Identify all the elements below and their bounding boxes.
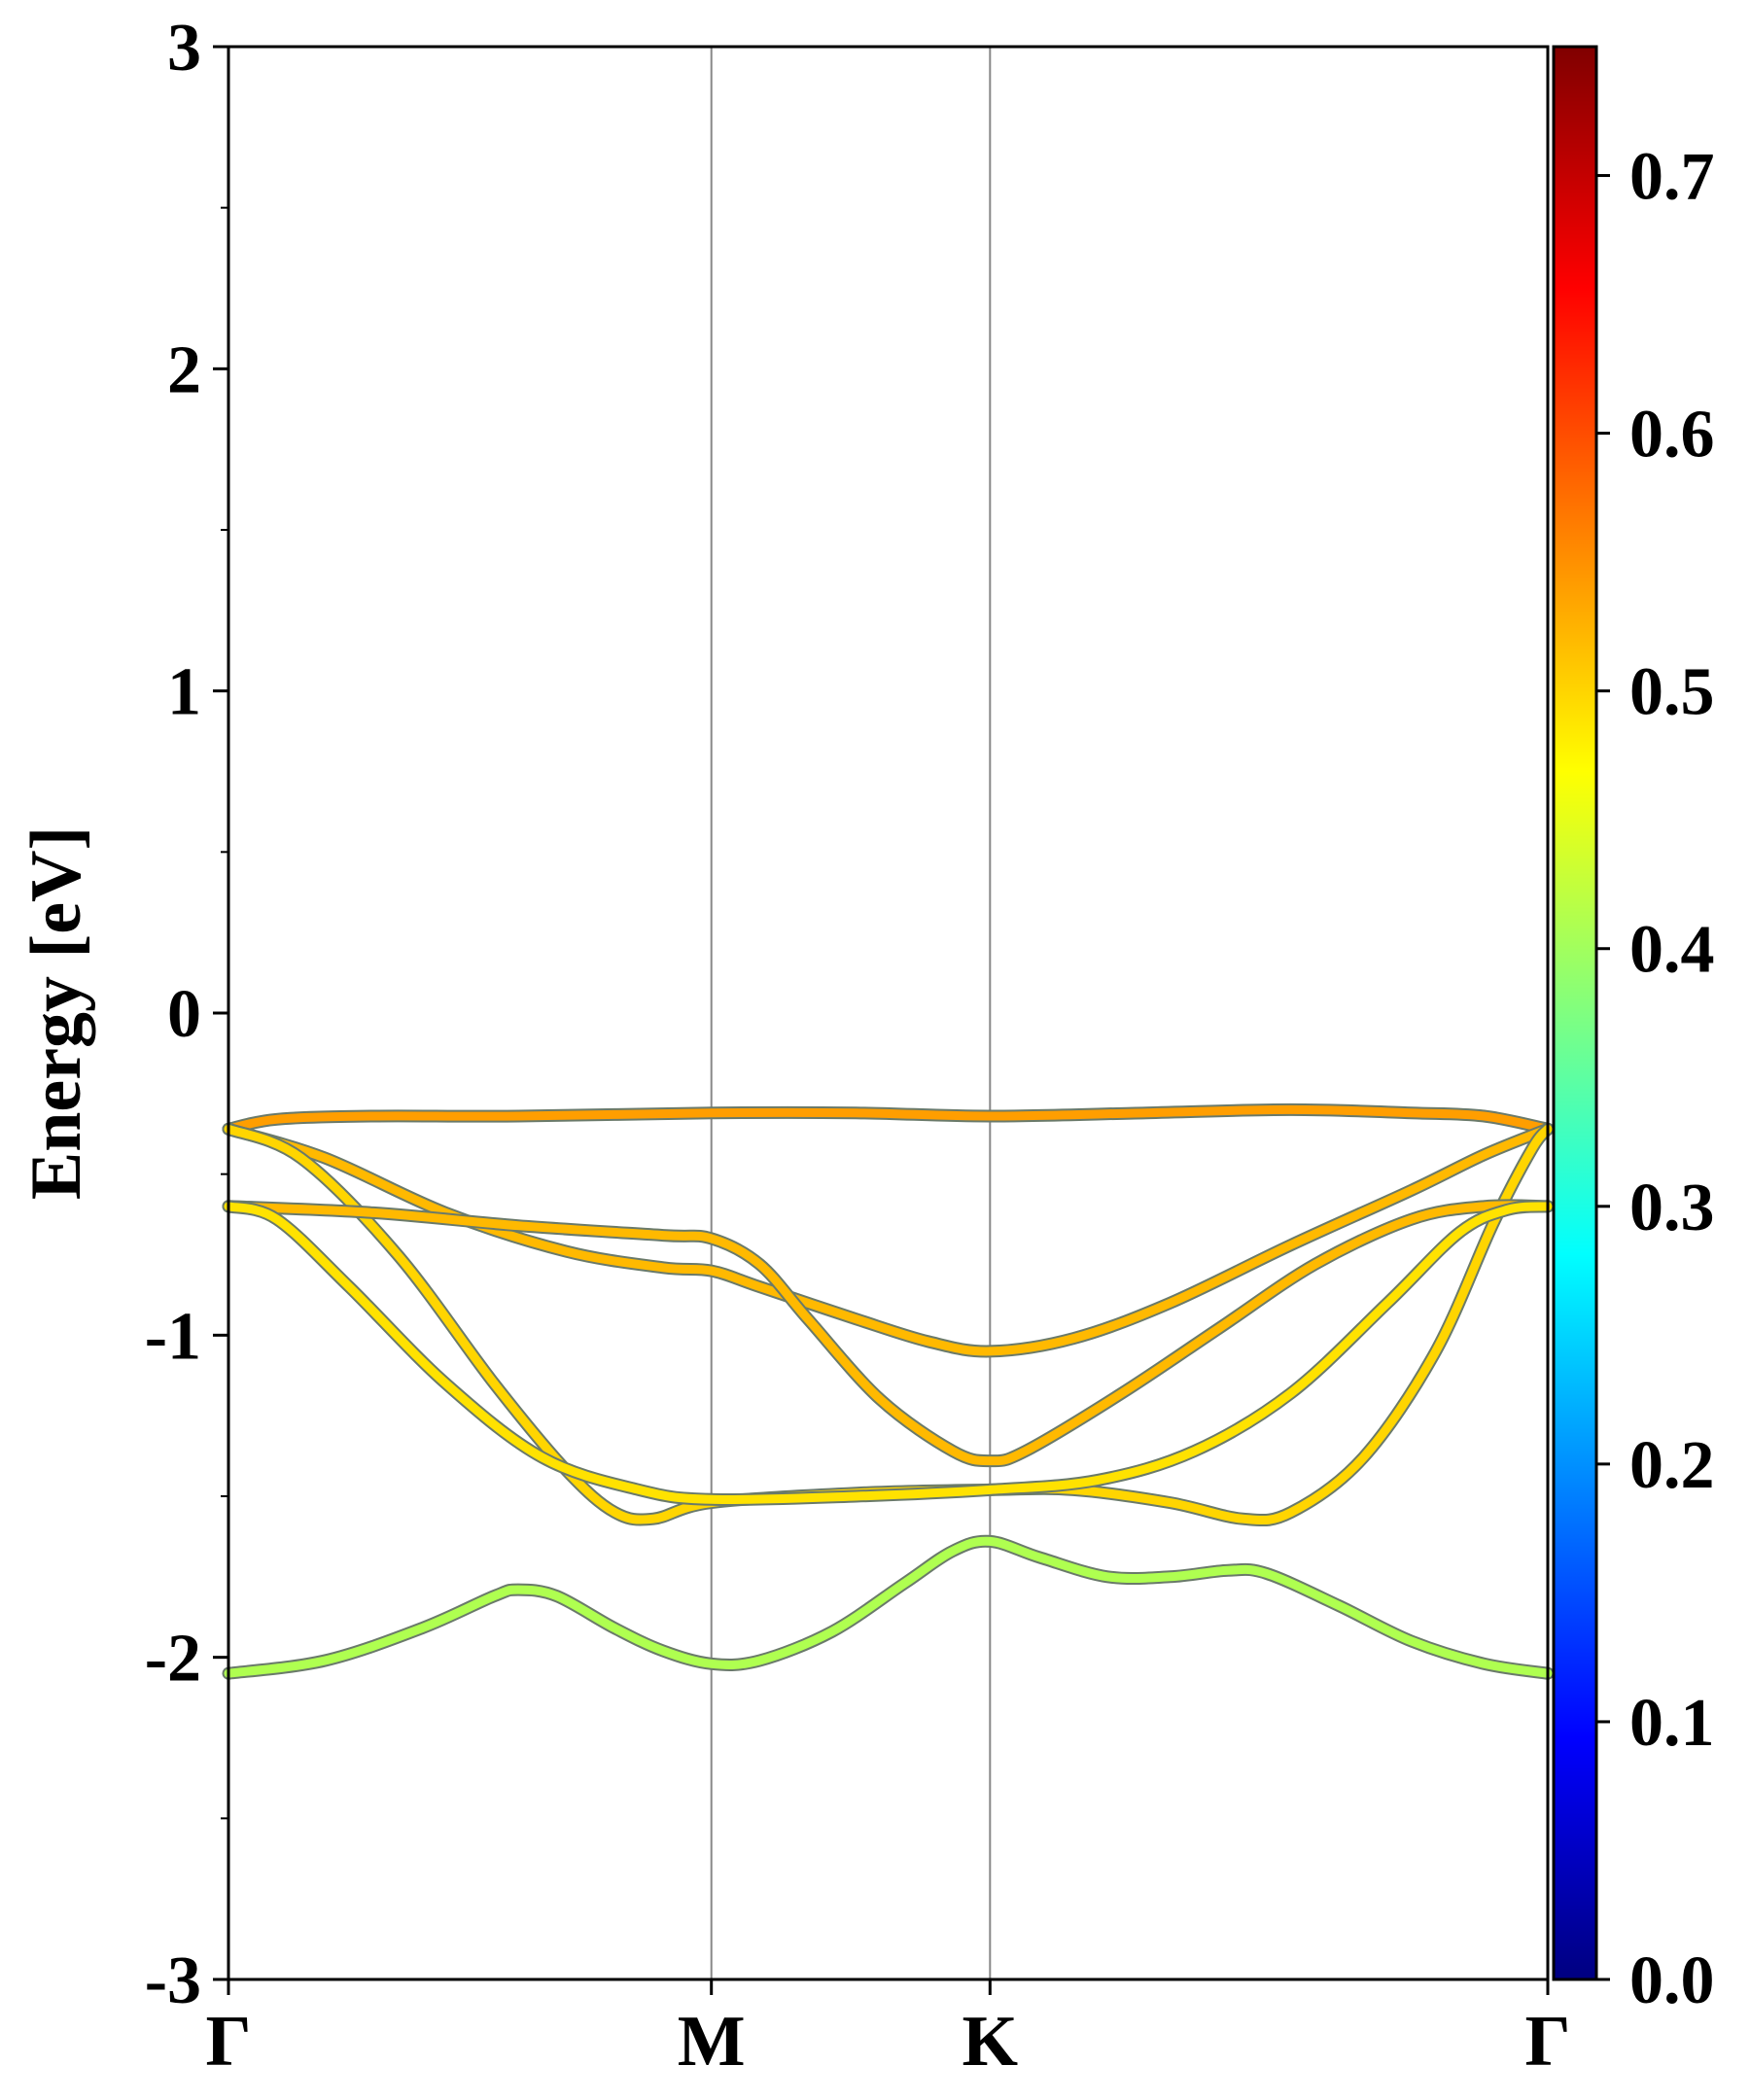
band-line <box>224 1201 1553 1466</box>
plot-frame <box>227 45 1550 1981</box>
colorbar <box>1552 45 1598 1981</box>
x-tick-label: Γ <box>1524 2002 1570 2082</box>
band-line <box>224 1104 1553 1134</box>
colorbar-ticks: 0.0 0.1 0.2 0.3 0.4 0.5 0.6 0.7 <box>1596 140 1715 2018</box>
colorbar-tick-label: 0.1 <box>1629 1686 1715 1761</box>
band-line <box>224 1536 1553 1678</box>
colorbar-tick-label: 0.2 <box>1629 1428 1715 1503</box>
y-axis-ticks: -3 -2 -1 0 1 2 3 <box>145 11 228 2018</box>
y-axis-label: Energy [eV] <box>17 826 96 1200</box>
colorbar-tick-label: 0.4 <box>1629 913 1715 988</box>
y-tick-label: 3 <box>167 11 201 86</box>
y-tick-label: -1 <box>145 1299 201 1374</box>
x-tick-label: M <box>678 2002 746 2082</box>
colorbar-tick-label: 0.3 <box>1629 1171 1715 1245</box>
y-tick-label: -2 <box>145 1622 201 1697</box>
y-tick-label: 0 <box>167 977 201 1052</box>
band-line <box>224 1202 1553 1505</box>
colorbar-tick-label: 0.5 <box>1629 655 1715 730</box>
colorbar-tick-label: 0.7 <box>1629 140 1715 215</box>
high-symmetry-lines <box>710 47 992 1979</box>
y-tick-label: 1 <box>167 655 201 730</box>
y-tick-label: -3 <box>145 1943 201 2018</box>
x-tick-label: Γ <box>205 2002 251 2082</box>
y-tick-label: 2 <box>167 332 201 407</box>
colorbar-tick-label: 0.6 <box>1629 398 1715 472</box>
x-tick-label: K <box>962 2002 1019 2082</box>
band-lines <box>222 1102 1555 1680</box>
colorbar-tick-label: 0.0 <box>1629 1943 1715 2018</box>
